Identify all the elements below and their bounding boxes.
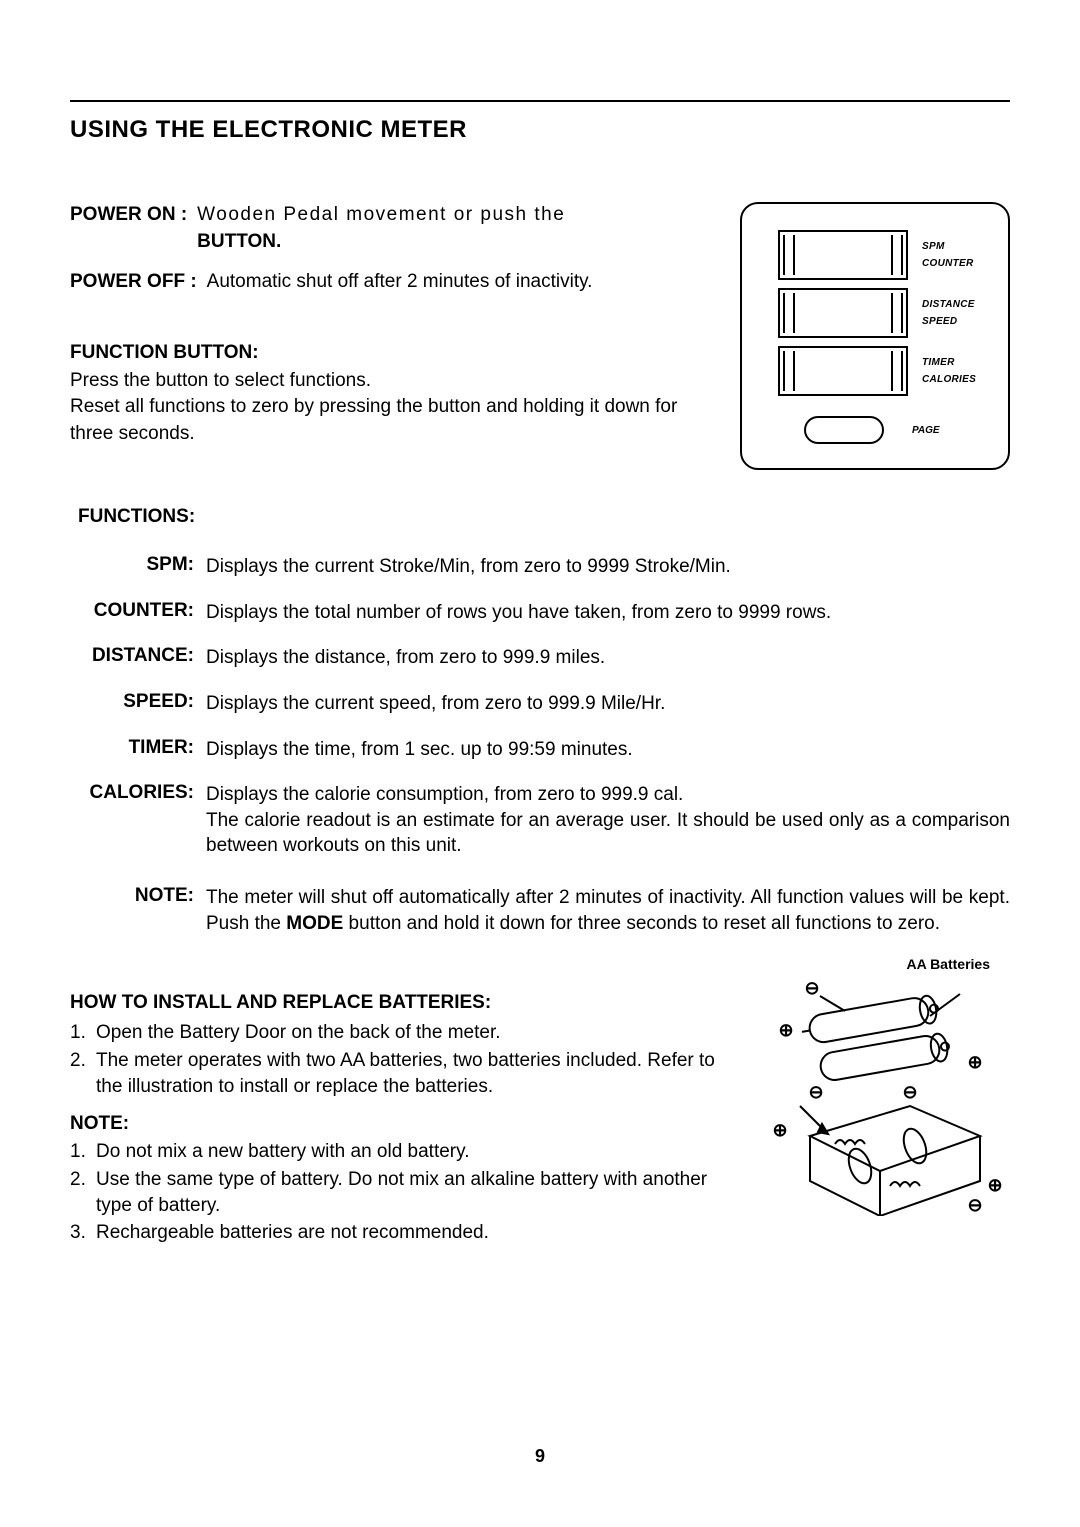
svg-text:⊖: ⊖ (902, 1082, 917, 1102)
function-desc: Displays the distance, from zero to 999.… (206, 645, 1010, 671)
list-text: Open the Battery Door on the back of the… (96, 1020, 730, 1046)
meter-body: SPM COUNTER DISTANCE SPEED TIMER CALORIE… (740, 202, 1010, 470)
label-timer: TIMER (922, 357, 976, 368)
function-row: SPM: Displays the current Stroke/Min, fr… (70, 554, 1010, 580)
note-desc: The meter will shut off automatically af… (206, 885, 1010, 936)
function-label: SPEED: (70, 691, 206, 717)
svg-text:⊕: ⊕ (987, 1175, 1002, 1195)
note-label: NOTE: (70, 885, 206, 936)
list-text: The meter operates with two AA batteries… (96, 1048, 730, 1099)
list-num: 2. (70, 1167, 96, 1218)
functions-list: SPM: Displays the current Stroke/Min, fr… (70, 554, 1010, 936)
label-page: PAGE (912, 425, 940, 436)
power-on-text-1: Wooden Pedal movement or push the (197, 202, 710, 229)
power-off-text: Automatic shut off after 2 minutes of in… (207, 269, 593, 296)
list-num: 1. (70, 1139, 96, 1165)
function-desc: Displays the current Stroke/Min, from ze… (206, 554, 1010, 580)
function-button-head: FUNCTION BUTTON: (70, 342, 710, 364)
function-desc: Displays the calorie consumption, from z… (206, 782, 1010, 859)
svg-text:⊕: ⊕ (967, 1052, 982, 1072)
list-item: 1.Do not mix a new battery with an old b… (70, 1139, 730, 1165)
battery-caption: AA Batteries (750, 956, 1010, 972)
battery-note-head: NOTE: (70, 1113, 730, 1135)
svg-text:⊕: ⊕ (772, 1120, 787, 1140)
power-on-row: POWER ON : Wooden Pedal movement or push… (70, 202, 710, 255)
list-item: 3.Rechargeable batteries are not recomme… (70, 1220, 730, 1246)
list-num: 2. (70, 1048, 96, 1099)
meter-row-1: SPM COUNTER (756, 230, 994, 280)
label-distance: DISTANCE (922, 299, 975, 310)
function-button-p2: Reset all functions to zero by pressing … (70, 394, 710, 447)
label-calories: CALORIES (922, 374, 976, 385)
list-item: 1.Open the Battery Door on the back of t… (70, 1020, 730, 1046)
svg-text:⊖: ⊖ (804, 978, 819, 998)
function-desc: Displays the total number of rows you ha… (206, 600, 1010, 626)
lcd-1 (778, 230, 908, 280)
function-row: SPEED: Displays the current speed, from … (70, 691, 1010, 717)
power-off-label: POWER OFF : (70, 269, 197, 296)
note-row: NOTE: The meter will shut off automatica… (70, 885, 1010, 936)
meter-row-3: TIMER CALORIES (756, 346, 994, 396)
list-num: 1. (70, 1020, 96, 1046)
svg-text:⊖: ⊖ (808, 1082, 823, 1102)
function-desc: Displays the time, from 1 sec. up to 99:… (206, 737, 1010, 763)
pill-button-icon (804, 416, 884, 444)
meter-labels-2: DISTANCE SPEED (922, 299, 975, 327)
functions-head: FUNCTIONS: (78, 506, 1010, 528)
function-row: COUNTER: Displays the total number of ro… (70, 600, 1010, 626)
power-on-desc: Wooden Pedal movement or push the BUTTON… (187, 202, 710, 255)
meter-row-2: DISTANCE SPEED (756, 288, 994, 338)
battery-steps: 1.Open the Battery Door on the back of t… (70, 1020, 730, 1099)
top-grid: POWER ON : Wooden Pedal movement or push… (70, 202, 1010, 470)
meter-labels-1: SPM COUNTER (922, 241, 974, 269)
note-bold: MODE (286, 913, 343, 934)
page-number: 9 (0, 1446, 1080, 1467)
page-rule (70, 100, 1010, 102)
battery-svg-icon: ⊖ ⊕ ⊕ ⊖ ⊖ ⊕ ⊕ ⊖ (750, 976, 1010, 1216)
power-off-row: POWER OFF : Automatic shut off after 2 m… (70, 269, 710, 296)
list-item: 2.Use the same type of battery. Do not m… (70, 1167, 730, 1218)
function-row: CALORIES: Displays the calorie consumpti… (70, 782, 1010, 859)
lcd-2 (778, 288, 908, 338)
function-label: TIMER: (70, 737, 206, 763)
function-label: COUNTER: (70, 600, 206, 626)
meter-button-row: PAGE (756, 416, 994, 444)
list-text: Rechargeable batteries are not recommend… (96, 1220, 730, 1246)
function-desc: Displays the current speed, from zero to… (206, 691, 1010, 717)
svg-text:⊖: ⊖ (967, 1195, 982, 1215)
battery-section: HOW TO INSTALL AND REPLACE BATTERIES: 1.… (70, 956, 1010, 1247)
battery-illustration: AA Batteries (750, 956, 1010, 1247)
function-row: DISTANCE: Displays the distance, from ze… (70, 645, 1010, 671)
lcd-3 (778, 346, 908, 396)
power-and-function-column: POWER ON : Wooden Pedal movement or push… (70, 202, 710, 470)
label-speed: SPEED (922, 316, 975, 327)
function-label: SPM: (70, 554, 206, 580)
function-button-p1: Press the button to select functions. (70, 368, 710, 395)
list-item: 2.The meter operates with two AA batteri… (70, 1048, 730, 1099)
list-num: 3. (70, 1220, 96, 1246)
function-label: CALORIES: (70, 782, 206, 859)
function-label: DISTANCE: (70, 645, 206, 671)
list-text: Do not mix a new battery with an old bat… (96, 1139, 730, 1165)
battery-head: HOW TO INSTALL AND REPLACE BATTERIES: (70, 992, 730, 1014)
function-row: TIMER: Displays the time, from 1 sec. up… (70, 737, 1010, 763)
power-on-label: POWER ON : (70, 202, 187, 255)
note-post: button and hold it down for three second… (343, 913, 940, 934)
battery-text: HOW TO INSTALL AND REPLACE BATTERIES: 1.… (70, 956, 730, 1247)
svg-text:⊕: ⊕ (778, 1020, 793, 1040)
meter-labels-3: TIMER CALORIES (922, 357, 976, 385)
label-spm: SPM (922, 241, 974, 252)
page-title: USING THE ELECTRONIC METER (70, 116, 1010, 144)
label-counter: COUNTER (922, 258, 974, 269)
list-text: Use the same type of battery. Do not mix… (96, 1167, 730, 1218)
power-on-text-2: BUTTON. (197, 229, 710, 256)
meter-diagram: SPM COUNTER DISTANCE SPEED TIMER CALORIE… (740, 202, 1010, 470)
battery-notes: 1.Do not mix a new battery with an old b… (70, 1139, 730, 1246)
